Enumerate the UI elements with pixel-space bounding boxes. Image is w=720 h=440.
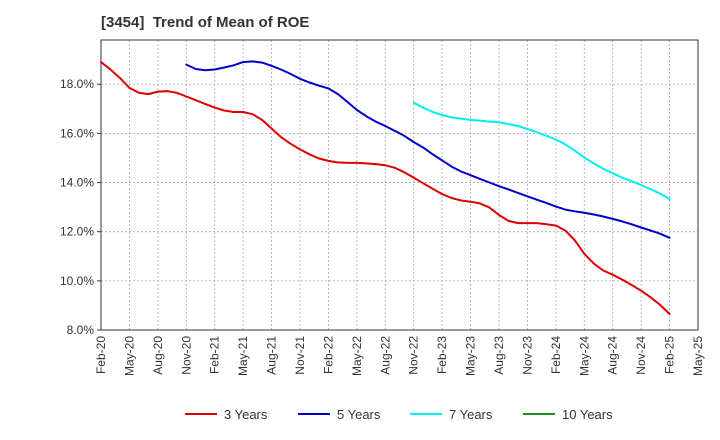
y-tick-label: 8.0% xyxy=(67,323,95,337)
y-tick-label: 12.0% xyxy=(60,225,94,239)
x-tick-label: Nov-23 xyxy=(520,336,534,375)
x-tick-label: Aug-23 xyxy=(492,336,506,375)
x-tick-label: Feb-25 xyxy=(663,336,677,374)
x-tick-label: May-22 xyxy=(350,336,364,376)
x-tick-label: Aug-22 xyxy=(378,336,392,375)
y-tick-label: 18.0% xyxy=(60,77,94,91)
y-tick-label: 14.0% xyxy=(60,176,94,190)
legend-label-7-years: 7 Years xyxy=(449,407,493,422)
x-tick-label: Feb-24 xyxy=(549,336,563,374)
plot-border xyxy=(100,39,699,331)
x-tick-label: Aug-21 xyxy=(265,336,279,375)
plot-area xyxy=(101,40,698,330)
legend-label-10-years: 10 Years xyxy=(562,407,613,422)
x-tick-label: Feb-22 xyxy=(321,336,335,374)
series-line-3-years xyxy=(100,61,671,315)
x-tick-label: May-21 xyxy=(236,336,250,376)
series-line-5-years xyxy=(185,60,671,239)
series-line-7-years xyxy=(412,101,671,200)
x-tick-label: May-20 xyxy=(122,336,136,376)
x-tick-label: Feb-21 xyxy=(208,336,222,374)
x-tick-label: Nov-22 xyxy=(407,336,421,375)
y-tick-label: 16.0% xyxy=(60,126,94,140)
x-tick-label: May-23 xyxy=(464,336,478,376)
x-tick-label: Feb-20 xyxy=(94,336,108,374)
chart-title: [3454] Trend of Mean of ROE xyxy=(101,14,310,31)
legend-label-3-years: 3 Years xyxy=(224,407,268,422)
x-tick-label: Nov-21 xyxy=(293,336,307,375)
x-tick-label: Nov-24 xyxy=(634,336,648,375)
x-tick-label: May-24 xyxy=(577,336,591,376)
legend-label-5-years: 5 Years xyxy=(337,407,381,422)
x-tick-label: Nov-20 xyxy=(179,336,193,375)
x-tick-label: Feb-23 xyxy=(435,336,449,374)
y-tick-label: 10.0% xyxy=(60,274,94,288)
x-tick-label: Aug-20 xyxy=(151,336,165,375)
x-tick-label: May-25 xyxy=(691,336,705,376)
x-tick-label: Aug-24 xyxy=(606,336,620,375)
